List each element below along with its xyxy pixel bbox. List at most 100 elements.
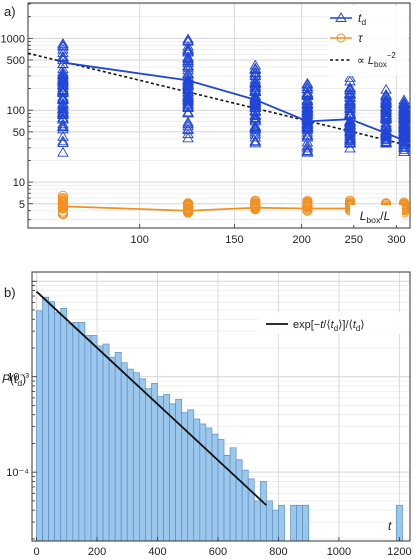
td-point: [57, 121, 69, 131]
td-point: [249, 85, 262, 96]
td-point: [57, 135, 69, 146]
tau-point: [302, 195, 313, 206]
td-point: [57, 75, 69, 86]
td-point: [344, 95, 356, 106]
td-point: [301, 136, 314, 147]
legend-fit-label: exp[−t/⟨td⟩]/⟨td⟩: [293, 319, 365, 333]
histogram-bar: [145, 388, 152, 542]
td-point: [344, 116, 356, 127]
td-point: [249, 109, 262, 119]
td-point: [57, 108, 69, 119]
x-tick-label: 1000: [327, 546, 351, 558]
td-point: [182, 67, 194, 78]
x-tick-label: 600: [209, 546, 227, 558]
histogram-bar: [290, 504, 297, 542]
td-point: [301, 126, 314, 137]
td-point: [57, 87, 69, 98]
histogram-bar: [72, 322, 80, 542]
panel-a-label: a): [4, 4, 16, 19]
histogram-bar: [266, 500, 273, 542]
td-mean-line: [62, 61, 405, 142]
td-point: [301, 95, 314, 105]
td-point: [301, 142, 314, 153]
td-point: [182, 116, 194, 127]
histogram-bar: [90, 335, 98, 542]
td-point: [57, 47, 69, 58]
x-tick-label: 400: [148, 546, 166, 558]
td-point: [301, 89, 314, 99]
td-point: [182, 80, 194, 91]
td-point: [249, 137, 262, 148]
td-point: [57, 39, 69, 50]
td-point: [249, 70, 262, 81]
y-tick-label: 100: [7, 105, 25, 117]
td-point: [301, 102, 314, 113]
histogram-bar: [54, 312, 62, 542]
legend-background: [258, 312, 408, 334]
panel-b-frame: [31, 271, 411, 542]
td-point: [249, 131, 262, 142]
td-point: [380, 134, 392, 144]
td-point: [182, 107, 194, 118]
td-point: [301, 122, 314, 133]
histogram-bar: [139, 378, 146, 542]
x-tick-label: 200: [292, 234, 310, 246]
histogram-bar: [132, 372, 140, 542]
histogram-bar: [169, 403, 176, 542]
td-point: [57, 73, 69, 84]
x-tick-label: 800: [269, 546, 287, 558]
td-point: [182, 40, 194, 51]
td-point: [398, 129, 410, 140]
histogram-bar: [241, 469, 249, 542]
td-point: [344, 136, 356, 147]
histogram-bar: [163, 394, 170, 542]
histogram-bar: [396, 504, 403, 542]
td-point: [182, 118, 194, 129]
td-point: [380, 121, 392, 132]
td-point: [249, 120, 262, 131]
panel-b-ylabel: P(td): [2, 372, 26, 388]
td-point: [57, 146, 69, 157]
td-point: [182, 128, 194, 139]
td-point: [344, 142, 356, 153]
td-point: [344, 128, 356, 139]
td-point: [344, 124, 356, 135]
legend-td-label: td: [358, 11, 366, 27]
panel-a-xlabel: Lbox/L: [360, 209, 391, 225]
td-point: [182, 101, 194, 112]
histogram-bar: [157, 396, 164, 542]
td-point: [182, 106, 194, 117]
td-point: [182, 132, 194, 143]
td-point: [398, 123, 410, 134]
td-point: [344, 130, 356, 140]
td-point: [380, 125, 392, 136]
td-point: [380, 120, 392, 131]
y-tick-label: 50: [13, 127, 25, 139]
td-point: [57, 130, 69, 141]
x-tick-label: 0: [33, 546, 39, 558]
td-point: [398, 103, 410, 114]
tau-point: [57, 203, 68, 214]
td-point: [344, 98, 356, 108]
td-point: [249, 59, 262, 70]
td-point: [182, 51, 194, 62]
td-point: [380, 109, 392, 120]
histogram-bar: [302, 504, 310, 542]
td-point: [301, 83, 314, 94]
panel-a: 5 10 50 100 500 1000 100 150 200 250 300 a) td τ ∝ Lbo…: [1, 2, 411, 246]
histogram-bar: [211, 433, 219, 542]
td-point: [301, 145, 314, 156]
td-point: [344, 84, 356, 95]
td-point: [57, 103, 69, 114]
x-tick-label: 150: [225, 234, 243, 246]
y-tick-label: 10⁻⁴: [6, 467, 29, 479]
td-point: [182, 97, 194, 108]
panel-b: 0 200 400 600 800 1000 1200 10⁻³ 10⁻⁴ P(td) t b) exp…: [2, 271, 412, 558]
td-point: [380, 137, 392, 148]
td-point: [398, 146, 410, 157]
td-point: [249, 135, 262, 146]
td-point: [182, 45, 194, 56]
histogram-bar: [253, 500, 261, 542]
td-point: [182, 35, 194, 46]
histogram-bar: [60, 308, 68, 542]
